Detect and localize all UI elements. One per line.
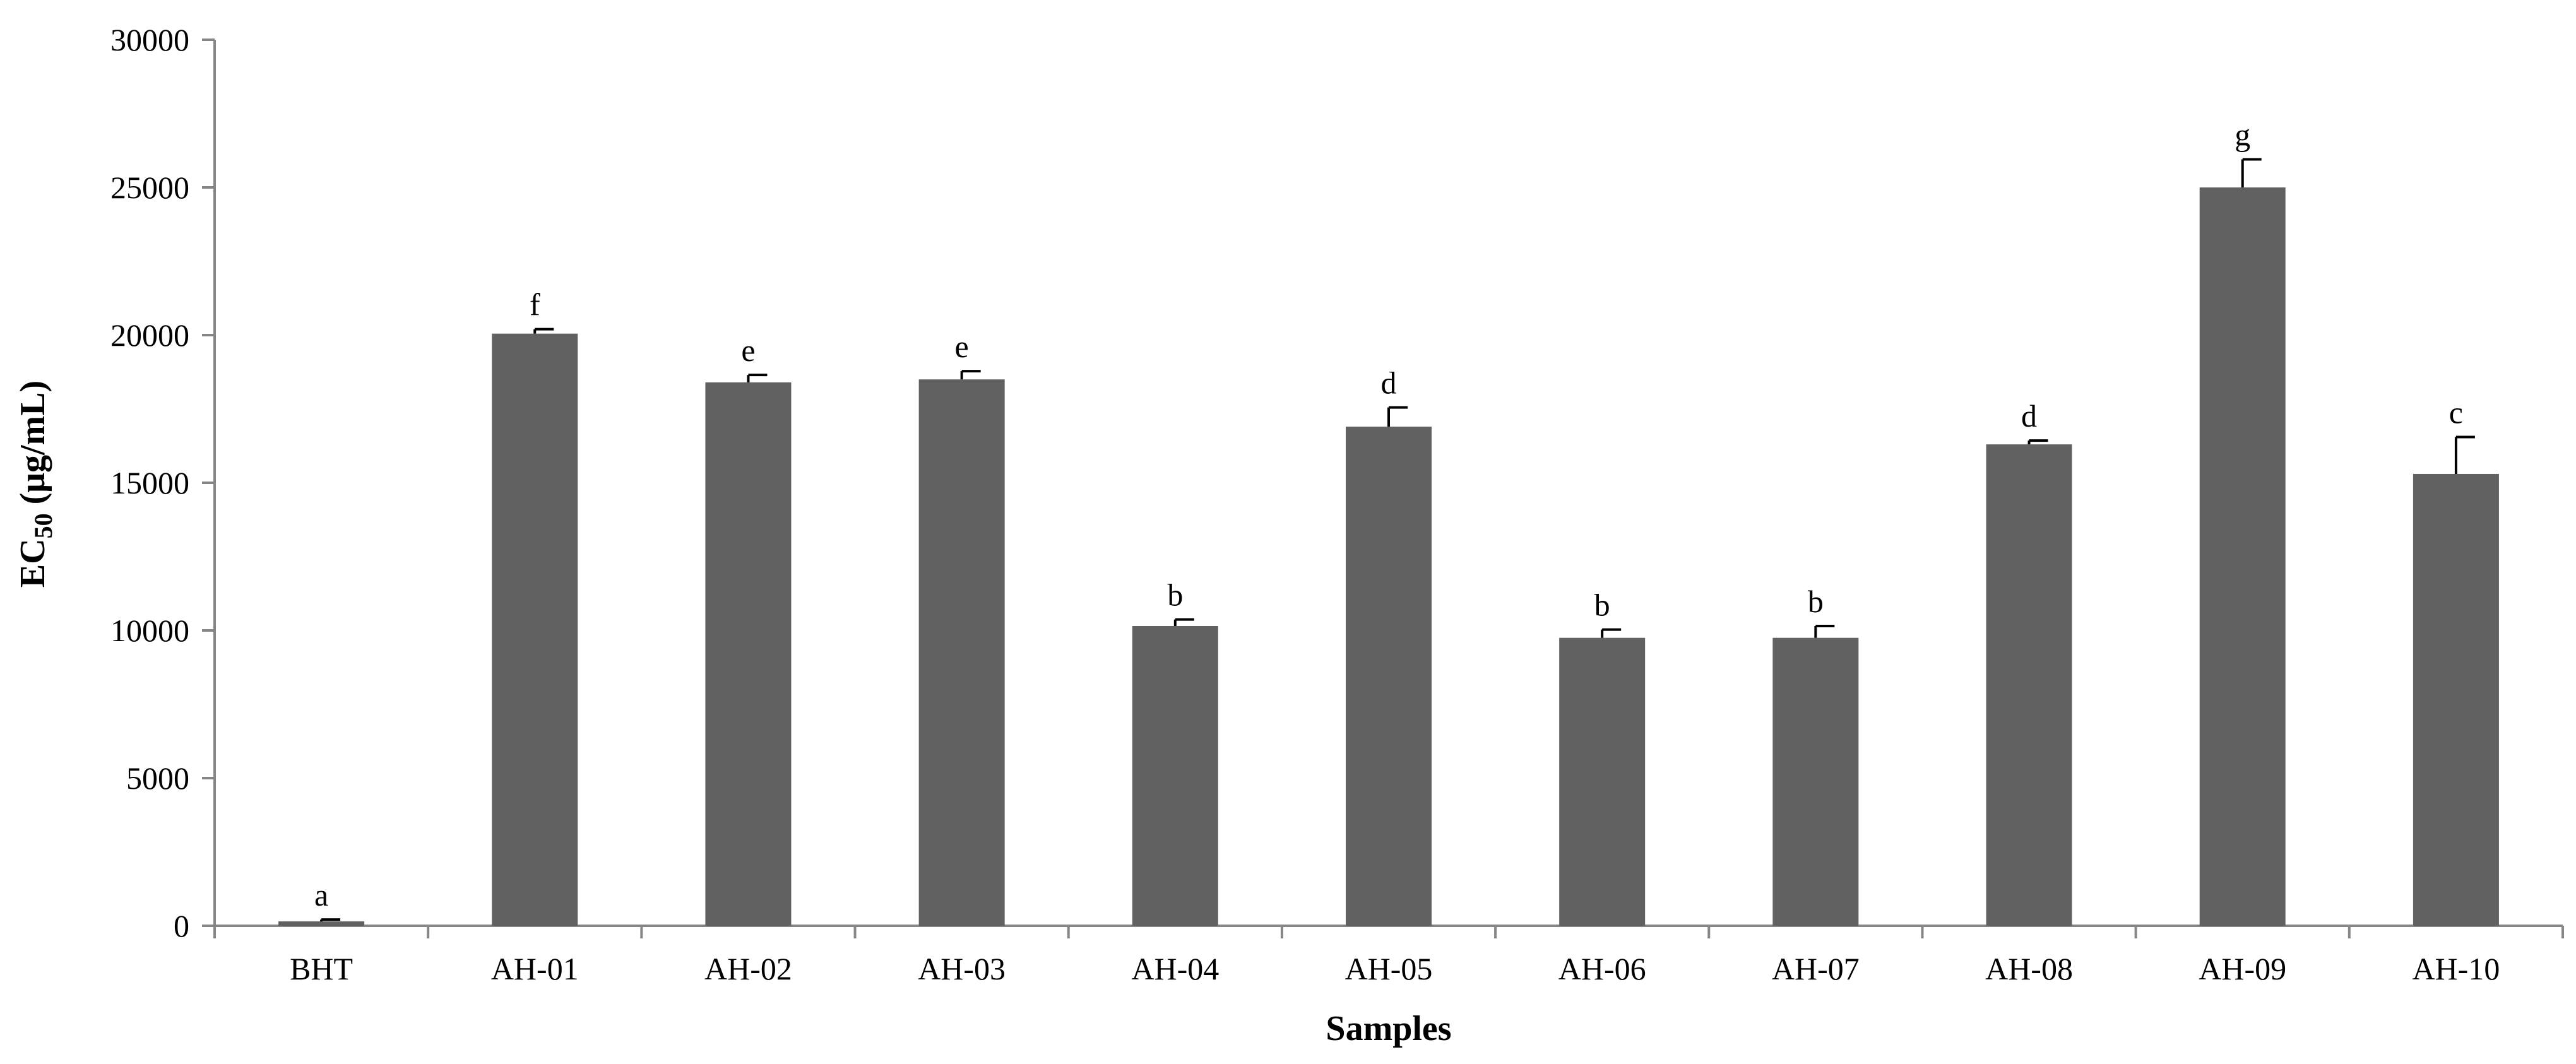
significance-letter: b — [1167, 577, 1183, 613]
x-tick-label: AH-04 — [1131, 951, 1219, 986]
x-tick-label: AH-09 — [2199, 951, 2286, 986]
significance-letter: a — [314, 877, 328, 913]
significance-letter: e — [955, 329, 969, 364]
bar — [1986, 444, 2072, 926]
x-axis-title: Samples — [1326, 1009, 1451, 1048]
significance-letter: b — [1808, 584, 1824, 619]
bars — [278, 158, 2499, 926]
labels: 0 5000 10000 15000 20000 25000 30000 a BHT f AH-01… — [110, 22, 2500, 986]
x-tick-label: AH-08 — [1985, 951, 2073, 986]
y-tick-label: 15000 — [110, 465, 189, 500]
y-tick-label: 0 — [174, 908, 189, 943]
x-tick-label: AH-01 — [491, 951, 579, 986]
bar — [705, 382, 792, 926]
significance-letter: c — [2449, 394, 2463, 430]
y-axis-title-unit: (μg/mL) — [13, 381, 52, 514]
significance-letter: e — [741, 333, 755, 368]
bar — [918, 379, 1005, 926]
x-tick-label: AH-05 — [1345, 951, 1433, 986]
significance-letter: f — [530, 287, 540, 322]
x-tick-label: AH-06 — [1558, 951, 1646, 986]
significance-letter: d — [1381, 365, 1397, 401]
x-tick-label: AH-02 — [704, 951, 792, 986]
significance-letter: g — [2235, 117, 2250, 153]
y-tick-label: 10000 — [110, 613, 189, 648]
y-tick-label: 25000 — [110, 170, 189, 205]
y-tick-label: 20000 — [110, 317, 189, 353]
y-tick-label: 30000 — [110, 22, 189, 57]
y-axis-title: EC50 (μg/mL) — [13, 381, 57, 588]
bar — [1559, 637, 1646, 926]
significance-letter: d — [2021, 398, 2037, 434]
bar — [2199, 187, 2286, 926]
bar — [1132, 625, 1218, 926]
bar — [492, 333, 578, 926]
x-tick-label: AH-10 — [2412, 951, 2500, 986]
significance-letter: b — [1594, 588, 1610, 623]
y-axis-title-subscript: 50 — [29, 513, 57, 538]
bar — [278, 921, 365, 926]
bar — [1346, 427, 1432, 926]
bar — [2413, 473, 2499, 926]
y-tick-label: 5000 — [126, 760, 189, 796]
y-axis-title-main: EC — [13, 538, 52, 588]
x-tick-label: BHT — [290, 951, 353, 986]
x-tick-label: AH-07 — [1772, 951, 1860, 986]
x-tick-label: AH-03 — [918, 951, 1006, 986]
bar — [1772, 637, 1859, 926]
